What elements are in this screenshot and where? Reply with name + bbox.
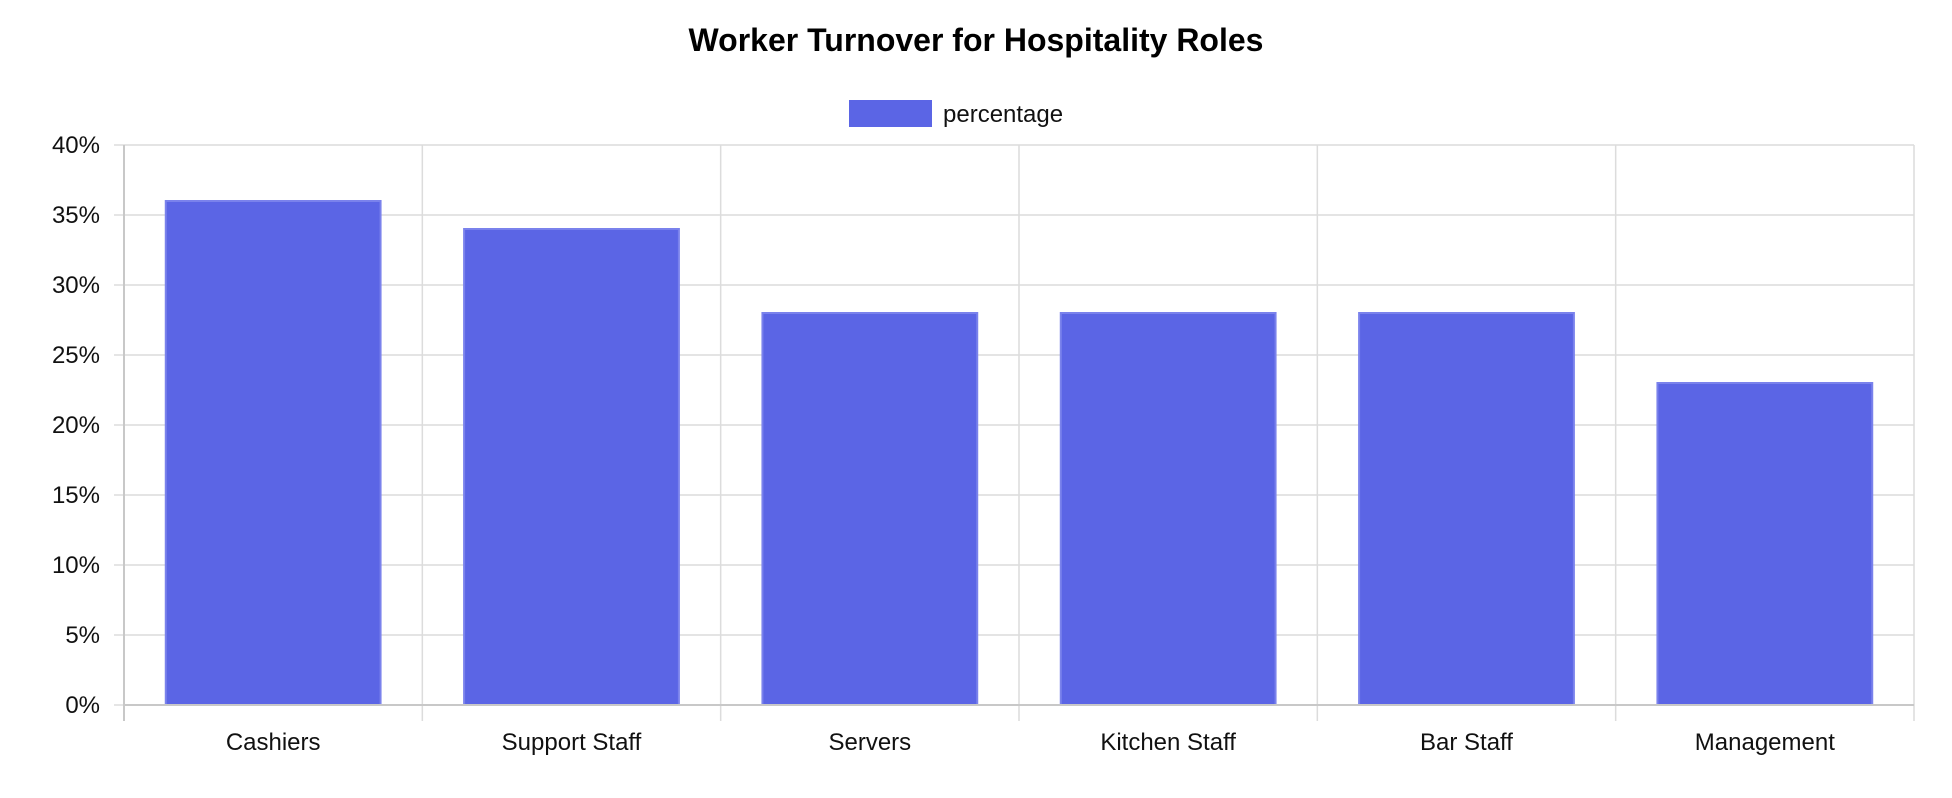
- axes: [123, 145, 1914, 721]
- bar-kitchen-staff: [1059, 312, 1277, 706]
- y-tick-label: 0%: [65, 692, 100, 719]
- y-axis-ticks: 0% 5% 10% 15% 20% 25% 30% 35% 40%: [52, 132, 100, 719]
- bar-cashiers: [164, 200, 382, 706]
- legend-swatch: [849, 100, 932, 127]
- y-tick-label: 40%: [52, 132, 100, 159]
- bar-servers: [761, 312, 979, 706]
- bar-management: [1656, 382, 1874, 706]
- y-tick-label: 25%: [52, 342, 100, 369]
- grid: [114, 144, 1915, 721]
- legend[interactable]: percentage: [849, 100, 1063, 128]
- y-tick-label: 30%: [52, 272, 100, 299]
- x-tick-label: Cashiers: [226, 729, 321, 756]
- y-tick-label: 15%: [52, 482, 100, 509]
- bars: [164, 200, 1874, 706]
- x-tick-label: Servers: [828, 729, 911, 756]
- x-tick-label: Management: [1695, 729, 1835, 756]
- y-tick-label: 10%: [52, 552, 100, 579]
- y-tick-label: 35%: [52, 202, 100, 229]
- chart-title: Worker Turnover for Hospitality Roles: [689, 22, 1264, 58]
- bar-support-staff: [463, 228, 680, 706]
- x-tick-label: Support Staff: [502, 729, 642, 756]
- y-tick-label: 5%: [65, 622, 100, 649]
- x-axis-ticks: Cashiers Support Staff Servers Kitchen Staf…: [226, 729, 1835, 756]
- x-tick-label: Bar Staff: [1420, 729, 1513, 756]
- legend-label: percentage: [943, 101, 1063, 128]
- y-tick-label: 20%: [52, 412, 100, 439]
- bar-bar-staff: [1358, 312, 1575, 706]
- x-tick-label: Kitchen Staff: [1100, 729, 1236, 756]
